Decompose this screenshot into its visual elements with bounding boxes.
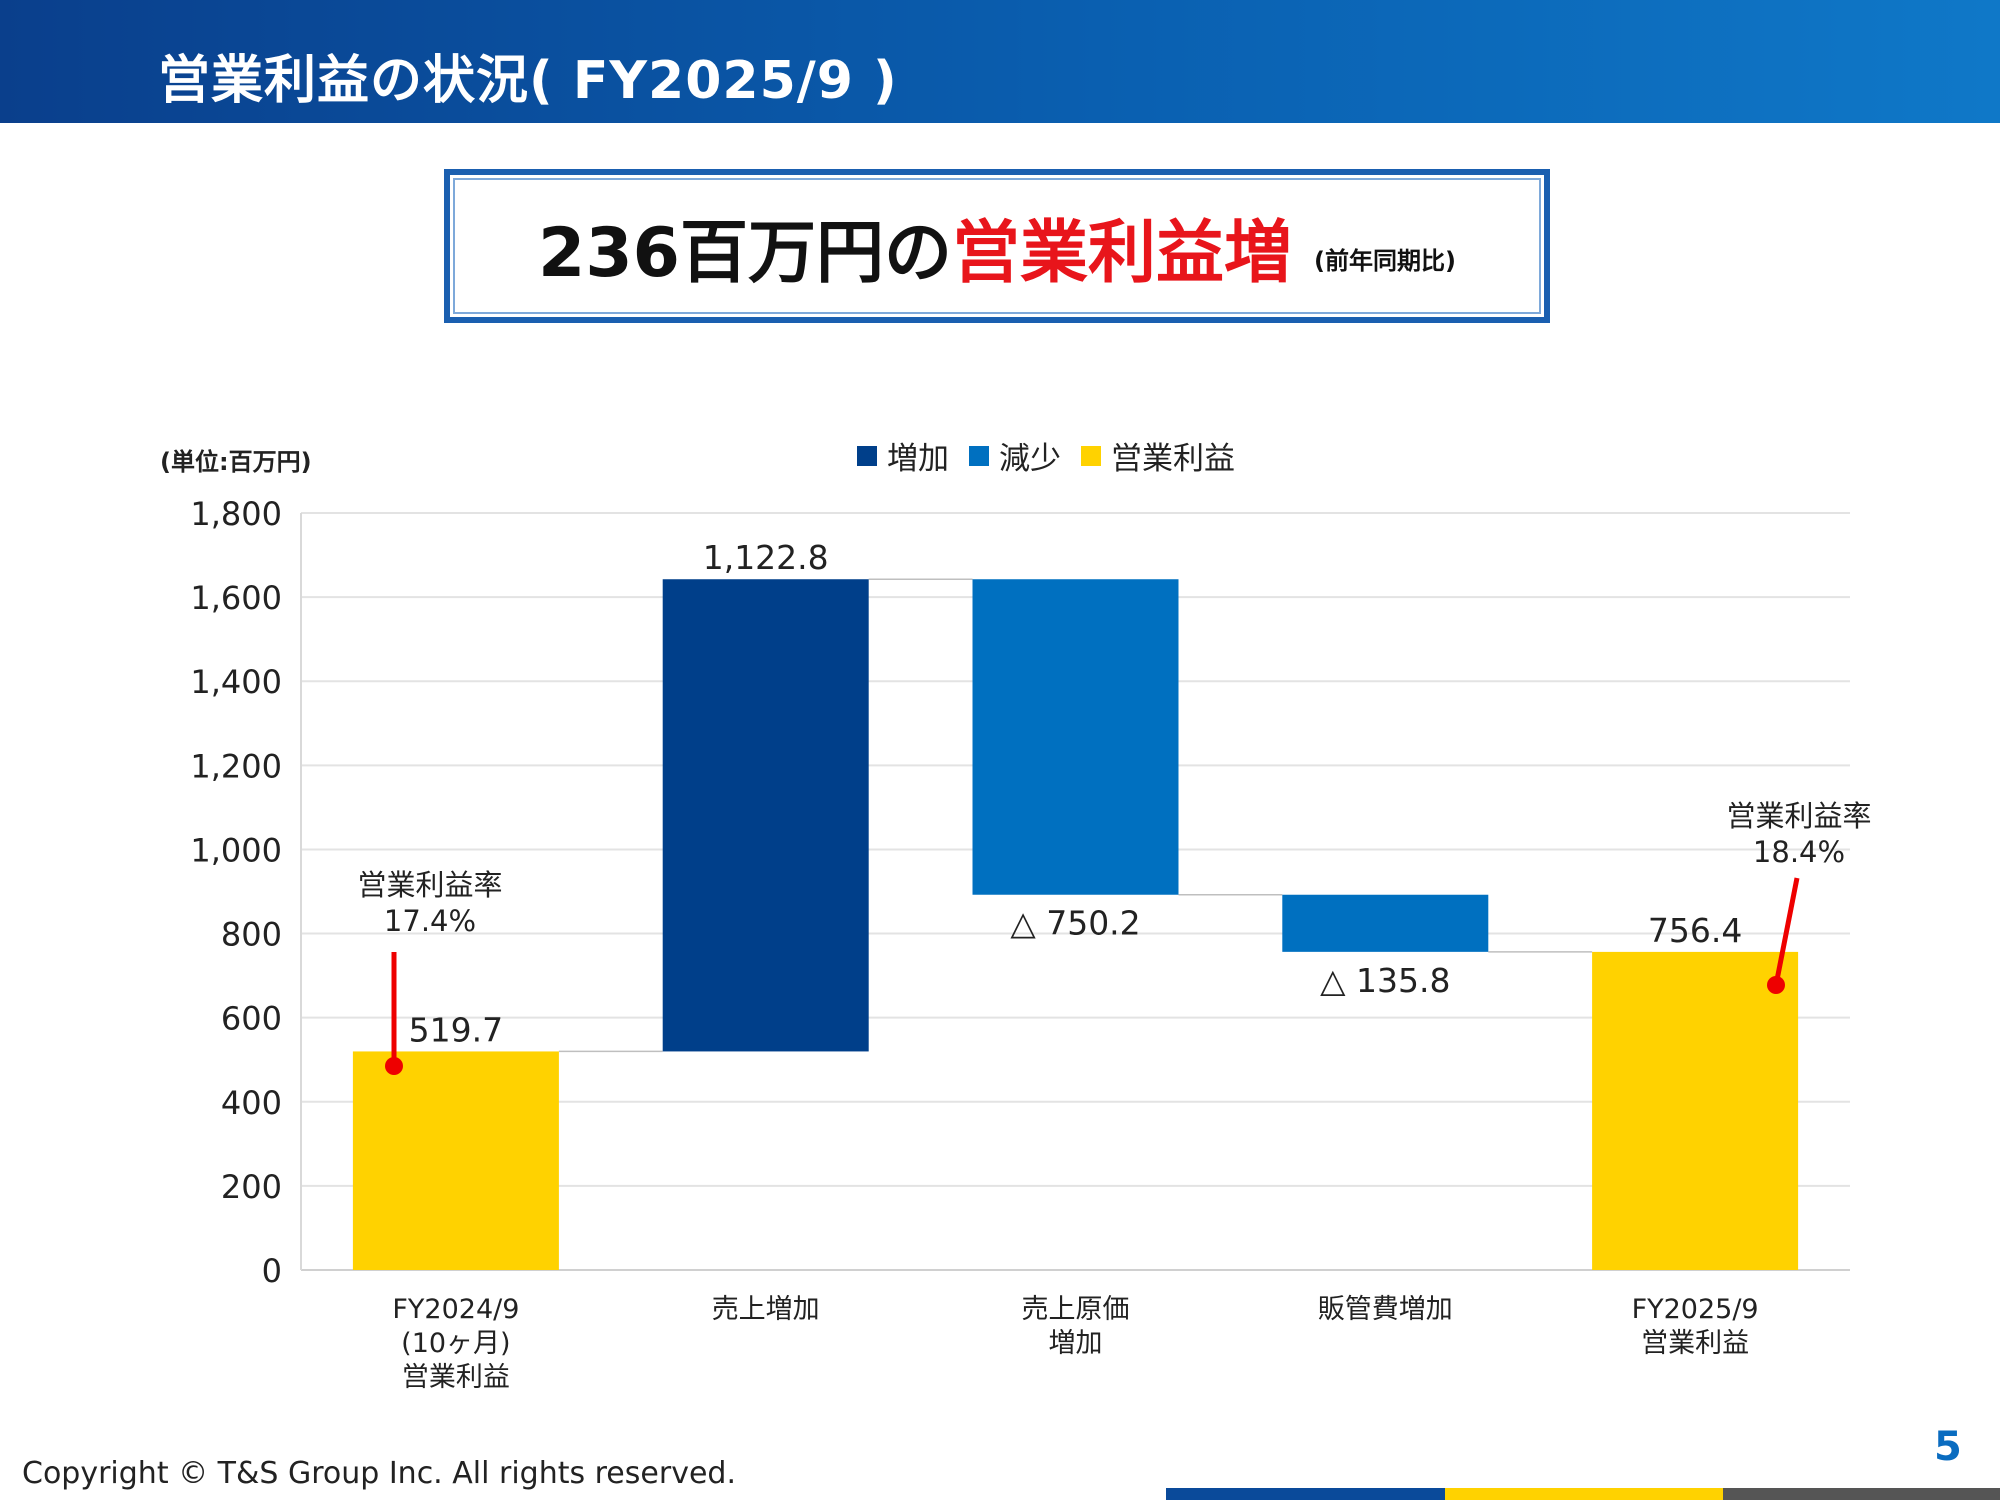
- legend-item-decrease: 減少: [969, 433, 1061, 478]
- data-label: 756.4: [1648, 911, 1742, 950]
- y-tick-label: 1,200: [190, 747, 282, 785]
- legend-swatch-decrease: [969, 445, 989, 466]
- page-title: 営業利益の状況( FY2025/9 ): [158, 51, 898, 111]
- data-label: 519.7: [409, 1010, 503, 1049]
- y-tick-label: 400: [221, 1084, 282, 1122]
- legend-label-operating-profit: 営業利益: [1111, 441, 1235, 477]
- x-category-label: 増加: [1049, 1328, 1103, 1359]
- bar-increase: [662, 579, 869, 1052]
- bar-decrease: [972, 579, 1179, 895]
- footer-bar-blue: [1166, 1488, 1445, 1500]
- headline-amount: 236百万円の: [538, 213, 952, 293]
- legend-label-decrease: 減少: [999, 441, 1061, 477]
- bar-decrease: [1282, 894, 1489, 952]
- x-category-label: 販管費増加: [1318, 1294, 1453, 1325]
- chart-legend: 増加 減少 営業利益: [857, 433, 1255, 478]
- bar-total: [1592, 951, 1799, 1270]
- x-category-label: FY2024/9: [392, 1294, 519, 1325]
- x-category-label: 売上増加: [712, 1294, 820, 1325]
- data-label: △ 750.2: [1010, 904, 1140, 943]
- y-tick-label: 1,400: [190, 663, 282, 701]
- annotation-dot: [1767, 976, 1785, 994]
- y-tick-label: 200: [221, 1168, 282, 1206]
- header-bar: 営業利益の状況( FY2025/9 ): [0, 0, 2000, 123]
- y-tick-label: 1,800: [190, 495, 282, 533]
- headline: 236百万円の 営業利益増 (前年同期比): [450, 175, 1544, 317]
- y-tick-label: 1,600: [190, 579, 282, 617]
- annotation-text: 営業利益率: [1726, 799, 1871, 833]
- y-tick-label: 800: [221, 916, 282, 954]
- legend-swatch-increase: [857, 445, 877, 466]
- legend-item-increase: 増加: [857, 433, 949, 478]
- annotation-text: 18.4%: [1753, 835, 1845, 869]
- bar-total: [352, 1051, 559, 1270]
- x-category-label: 営業利益: [402, 1362, 510, 1393]
- annotation-text: 営業利益率: [357, 868, 502, 902]
- unit-label: (単位:百万円): [160, 448, 312, 476]
- y-tick-label: 1,000: [190, 831, 282, 869]
- annotation-text: 17.4%: [384, 904, 476, 938]
- annotation-dot: [385, 1057, 403, 1075]
- y-tick-label: 600: [221, 1000, 282, 1038]
- legend-label-increase: 増加: [887, 441, 949, 477]
- copyright-text: Copyright © T&S Group Inc. All rights re…: [22, 1456, 736, 1491]
- x-category-label: FY2025/9: [1632, 1294, 1759, 1325]
- page-number: 5: [1934, 1424, 1962, 1470]
- x-category-label: (10ヶ月): [401, 1328, 510, 1359]
- x-category-label: 売上原価: [1022, 1294, 1130, 1325]
- data-label: △ 135.8: [1320, 961, 1450, 1000]
- footer-bar-yellow: [1445, 1488, 1723, 1500]
- headline-box: 236百万円の 営業利益増 (前年同期比): [444, 169, 1550, 323]
- legend-item-operating-profit: 営業利益: [1081, 433, 1235, 478]
- data-label: 1,122.8: [703, 538, 829, 577]
- headline-emphasis: 営業利益増: [952, 213, 1293, 293]
- footer-bar-gray: [1723, 1488, 2000, 1500]
- headline-note: (前年同期比): [1314, 246, 1456, 275]
- y-tick-label: 0: [262, 1252, 282, 1290]
- x-category-label: 営業利益: [1641, 1328, 1749, 1359]
- annotation-leader: [1773, 877, 1800, 986]
- legend-swatch-operating-profit: [1081, 445, 1101, 466]
